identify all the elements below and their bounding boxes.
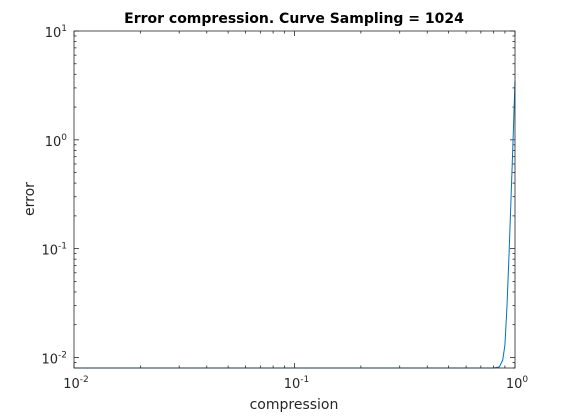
x-tick-label-exp: -1 — [300, 375, 309, 385]
y-tick-label-base: 10 — [45, 135, 62, 150]
x-tick-label-base: 10 — [506, 377, 523, 392]
y-tick-label-exp: 0 — [61, 133, 67, 143]
y-tick-label: 10-2 — [41, 350, 67, 367]
y-tick-label-base: 10 — [41, 352, 58, 367]
y-tick-label-base: 10 — [45, 26, 62, 41]
y-tick-label: 100 — [45, 133, 68, 150]
x-axis-label: compression — [250, 397, 339, 413]
x-tick-label-exp: 0 — [522, 375, 528, 385]
y-tick-label: 10-1 — [41, 242, 67, 259]
y-tick-label-exp: -1 — [58, 242, 67, 252]
x-tick-label: 100 — [506, 375, 529, 392]
plot-area — [74, 31, 515, 368]
y-tick-label-base: 10 — [41, 244, 58, 259]
plot-box — [73, 30, 516, 369]
x-tick-label-base: 10 — [284, 377, 301, 392]
x-tick-label-exp: -2 — [80, 375, 89, 385]
x-tick-label-base: 10 — [63, 377, 80, 392]
y-axis-label: error — [22, 182, 38, 216]
x-tick-label: 10-1 — [284, 375, 310, 392]
y-tick-label-exp: 1 — [61, 24, 67, 34]
y-tick-label: 101 — [45, 24, 67, 41]
y-tick-label-exp: -2 — [58, 350, 67, 360]
x-tick-label: 10-2 — [63, 375, 89, 392]
chart-title: Error compression. Curve Sampling = 1024 — [124, 11, 464, 27]
